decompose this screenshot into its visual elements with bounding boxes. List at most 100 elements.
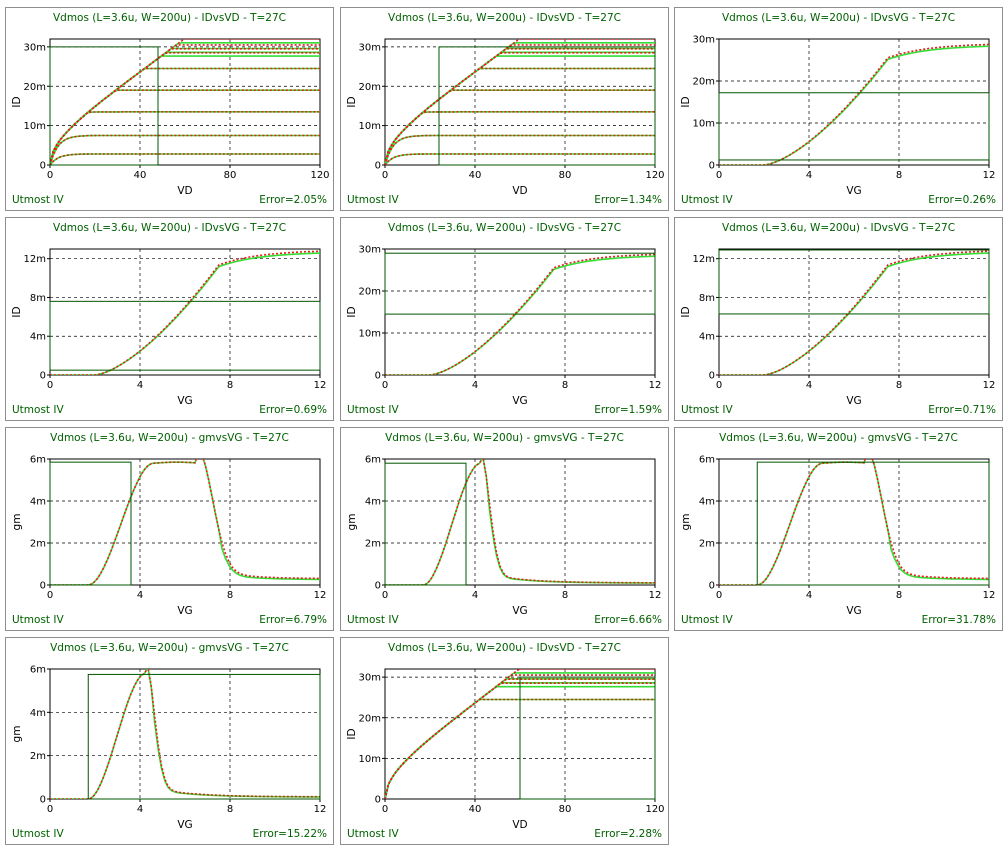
fit-region-box (384, 462, 467, 586)
x-tick-label: 0 (47, 380, 53, 391)
y-tick-label: 12m (24, 254, 46, 265)
x-tick-label: 80 (224, 170, 237, 181)
x-tick-label: 4 (137, 380, 143, 391)
footer-label: Utmost IV (681, 194, 733, 206)
error-label: Error=0.69% (259, 404, 327, 416)
y-tick-label: 0 (40, 161, 46, 172)
x-tick-label: 8 (562, 380, 568, 391)
y-tick-label: 10m (359, 121, 381, 132)
y-tick-label: 30m (359, 245, 381, 256)
x-tick-label: 12 (983, 590, 996, 601)
x-tick-label: 0 (47, 590, 53, 601)
series-group (385, 459, 655, 585)
plot-area: 0 4 8 12 0 2m 4m 6m VG gm (680, 455, 996, 618)
simulated-series-line (50, 89, 320, 165)
plot-area: 0 40 80 120 0 10m 20m 30m VD ID (11, 38, 330, 197)
y-axis-label: ID (346, 306, 358, 317)
simulated-series-line (385, 134, 655, 165)
y-tick-label: 20m (24, 82, 46, 93)
error-label: Error=0.71% (928, 404, 996, 416)
y-tick-label: 10m (693, 119, 715, 130)
simulated-series-line (50, 48, 320, 165)
y-tick-label: 6m (30, 665, 46, 676)
x-tick-label: 0 (716, 380, 722, 391)
plot-frame (49, 38, 321, 166)
y-tick-label: 2m (699, 539, 715, 550)
plot-area: 0 4 8 12 0 2m 4m 6m VG gm (11, 455, 327, 618)
x-tick-label: 12 (649, 590, 662, 601)
y-tick-label: 12m (693, 254, 715, 265)
y-axis-label: ID (680, 96, 692, 107)
y-tick-label: 4m (699, 497, 715, 508)
footer-label: Utmost IV (681, 404, 733, 416)
x-tick-label: 12 (983, 170, 996, 181)
x-tick-label: 4 (806, 590, 812, 601)
simulated-series-line (50, 134, 320, 165)
y-axis-label: ID (346, 728, 358, 739)
x-tick-label: 4 (806, 380, 812, 391)
simulated-series-line (385, 44, 655, 165)
simulated-series-line (385, 253, 655, 375)
x-tick-label: 8 (562, 590, 568, 601)
measured-series-line (50, 459, 320, 585)
error-label: Error=2.28% (594, 828, 662, 840)
x-axis-label: VG (512, 605, 527, 617)
x-axis-label: VG (512, 395, 527, 407)
x-axis-label: VD (512, 185, 527, 197)
x-tick-label: 12 (314, 804, 327, 815)
chart-title: Vdmos (L=3.6u, W=200u) - IDvsVD - T=27C (387, 12, 622, 24)
x-axis-label: VD (512, 819, 527, 831)
plot-area: 0 40 80 120 0 10m 20m 30m VD ID (346, 668, 665, 831)
chart-title: Vdmos (L=3.6u, W=200u) - IDvsVD - T=27C (52, 12, 287, 24)
x-tick-label: 0 (47, 804, 53, 815)
error-label: Error=0.26% (928, 194, 996, 206)
x-tick-label: 120 (645, 170, 664, 181)
y-tick-label: 30m (693, 35, 715, 46)
y-tick-label: 4m (365, 497, 381, 508)
simulated-series-line (719, 43, 989, 165)
y-tick-label: 30m (24, 42, 46, 53)
x-tick-label: 4 (137, 804, 143, 815)
chart-title: Vdmos (L=3.6u, W=200u) - IDvsVG - T=27C (721, 12, 956, 24)
simulated-series-line (50, 250, 320, 375)
plot-area: 0 4 8 12 0 2m 4m 6m VG gm (11, 665, 327, 832)
fit-region-box (87, 673, 321, 800)
x-tick-label: 0 (716, 170, 722, 181)
simulated-series-line (385, 52, 655, 165)
x-tick-label: 0 (382, 590, 388, 601)
x-tick-label: 12 (314, 590, 327, 601)
series-group (50, 250, 320, 375)
footer-label: Utmost IV (12, 194, 64, 206)
plot-frame (49, 248, 321, 376)
x-tick-label: 4 (472, 380, 478, 391)
fit-region-box (49, 46, 159, 166)
plot-frame (718, 458, 990, 586)
simulated-series-line (50, 67, 320, 165)
x-tick-label: 8 (896, 590, 902, 601)
x-tick-label: 40 (469, 804, 482, 815)
y-axis-label: ID (680, 306, 692, 317)
x-tick-label: 40 (134, 170, 147, 181)
chart-panel-6: Vdmos (L=3.6u, W=200u) - IDvsVG - T=27C … (674, 217, 1003, 421)
simulated-series-line (719, 250, 989, 375)
x-tick-label: 8 (896, 380, 902, 391)
simulated-series-line (50, 111, 320, 165)
x-tick-label: 0 (716, 590, 722, 601)
footer-label: Utmost IV (347, 614, 399, 626)
x-tick-label: 12 (983, 380, 996, 391)
footer-label: Utmost IV (347, 404, 399, 416)
plot-area: 0 4 8 12 0 10m 20m 30m VG ID (346, 245, 661, 408)
chart-panel-2: Vdmos (L=3.6u, W=200u) - IDvsVD - T=27C … (340, 7, 669, 211)
plot-area: 0 4 8 12 0 2m 4m 6m VG gm (346, 455, 662, 618)
chart-panel-4: Vdmos (L=3.6u, W=200u) - IDvsVG - T=27C … (5, 217, 334, 421)
plot-frame (384, 458, 656, 586)
x-tick-label: 8 (227, 590, 233, 601)
simulated-series-line (385, 48, 655, 165)
chart-title: Vdmos (L=3.6u, W=200u) - IDvsVD - T=27C (387, 642, 622, 654)
chart-panel-10: Vdmos (L=3.6u, W=200u) - gmvsVG - T=27C … (5, 637, 334, 845)
y-tick-label: 8m (699, 293, 715, 304)
footer-label: Utmost IV (347, 828, 399, 840)
footer-label: Utmost IV (12, 614, 64, 626)
x-tick-label: 120 (310, 170, 329, 181)
x-tick-label: 12 (314, 380, 327, 391)
